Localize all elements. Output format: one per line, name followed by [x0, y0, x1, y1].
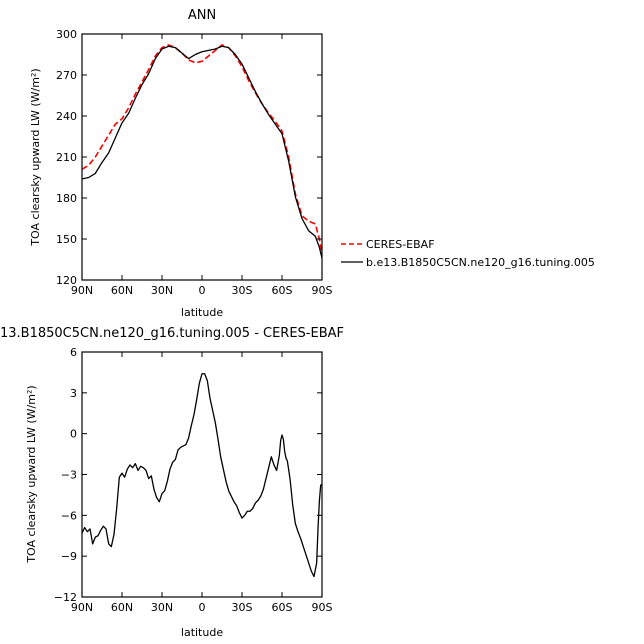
top-y-tick-label: 240	[56, 110, 77, 123]
top-y-tick-label: 180	[56, 192, 77, 205]
legend: CERES-EBAF b.e13.B1850C5CN.ne120_g16.tun…	[341, 238, 595, 269]
bottom-x-tick-label: 30S	[232, 601, 253, 614]
top-panel: ANN 90N 60N 30N 0 30S 60S 90S 120 150 180 210 240 27…	[29, 8, 595, 319]
top-x-tick-label: 90N	[71, 284, 93, 297]
bottom-x-tick-label: 90S	[312, 601, 333, 614]
bottom-x-tick-label: 30N	[151, 601, 173, 614]
top-x-axis-label: latitude	[181, 306, 223, 319]
bottom-x-tick-label: 0	[199, 601, 206, 614]
top-y-tick-label: 120	[56, 274, 77, 287]
legend-label-ceres: CERES-EBAF	[366, 238, 435, 251]
top-axis-ticks: 90N 60N 30N 0 30S 60S 90S 120 150 180 210 240 270 300	[56, 28, 333, 297]
top-y-tick-label: 300	[56, 28, 77, 41]
top-y-tick-label: 210	[56, 151, 77, 164]
bottom-x-tick-label: 90N	[71, 601, 93, 614]
bottom-series-line-0	[82, 373, 322, 578]
top-y-tick-label: 270	[56, 69, 77, 82]
top-y-tick-label: 150	[56, 233, 77, 246]
bottom-y-tick-label: 0	[70, 428, 77, 441]
bottom-plot-frame	[81, 351, 323, 598]
bottom-axis-ticks: 90N 60N 30N 0 30S 60S 90S −12 −9 −6 −3 0 3 6	[54, 346, 333, 614]
bottom-title: 13.B1850C5CN.ne120_g16.tuning.005 - CERE…	[0, 326, 344, 341]
top-x-tick-label: 60N	[111, 284, 133, 297]
top-x-tick-label: 30S	[232, 284, 253, 297]
bottom-y-tick-label: −9	[61, 550, 77, 563]
bottom-y-tick-label: 3	[70, 387, 77, 400]
bottom-y-tick-label: −12	[54, 591, 77, 604]
top-x-tick-label: 90S	[312, 284, 333, 297]
bottom-y-tick-label: −6	[61, 509, 77, 522]
top-x-tick-label: 30N	[151, 284, 173, 297]
bottom-y-tick-label: −3	[61, 469, 77, 482]
top-y-axis-label: TOA clearsky upward LW (W/m²)	[29, 68, 42, 246]
top-x-tick-label: 0	[199, 284, 206, 297]
top-series-line-0	[82, 44, 322, 255]
bottom-y-axis-label: TOA clearsky upward LW (W/m²)	[25, 385, 38, 563]
bottom-x-tick-label: 60S	[272, 601, 293, 614]
bottom-x-axis-label: latitude	[181, 626, 223, 639]
bottom-panel: 13.B1850C5CN.ne120_g16.tuning.005 - CERE…	[0, 326, 344, 639]
top-x-tick-label: 60S	[272, 284, 293, 297]
bottom-y-tick-label: 6	[70, 346, 77, 359]
top-title: ANN	[188, 8, 216, 23]
bottom-x-tick-label: 60N	[111, 601, 133, 614]
legend-label-model: b.e13.B1850C5CN.ne120_g16.tuning.005	[366, 256, 595, 269]
bottom-plot-area	[82, 373, 322, 578]
top-series-line-1	[82, 45, 322, 259]
top-plot-area	[82, 44, 322, 259]
top-plot-frame	[81, 33, 323, 281]
